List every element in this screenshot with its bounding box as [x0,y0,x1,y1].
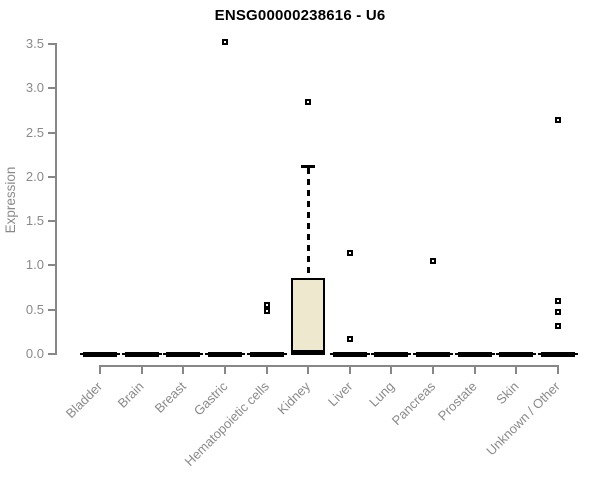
x-category-label: Breast [151,378,189,416]
outlier-point [555,309,561,316]
outlier-point [346,335,353,342]
x-category-label: Lung [365,378,397,410]
x-category-label: Gastric [190,378,231,419]
box [291,277,326,354]
whisker-cap [301,164,316,168]
y-tick [48,43,56,45]
x-tick [432,365,435,374]
y-tick [48,131,56,134]
x-category-label: Kidney [274,378,314,418]
y-tick-label: 0.0 [25,346,44,361]
y-tick-label: 1.5 [25,213,44,229]
y-tick-label: 0.5 [25,301,44,317]
x-category-label: Bladder [62,378,106,421]
median-line [541,351,575,357]
y-tick-label: 3.0 [25,80,44,96]
outlier-point [555,297,561,304]
median-line [83,351,117,357]
x-category-label: Liver [324,378,356,410]
median-line [374,351,409,357]
x-category-label: Unknown / Other [483,378,564,459]
outlier-point [305,99,312,106]
chart-title: ENSG00000238616 - U6 [214,7,386,24]
median-line [207,351,242,357]
x-category-label: Pancreas [388,378,439,429]
x-tick [307,365,310,374]
y-axis-title: Expression [3,166,18,234]
x-category-label: Skin [493,378,522,408]
median-line [332,351,367,357]
y-axis-line [55,43,57,355]
y-tick-label: 3.5 [25,36,44,51]
outlier-point [263,307,270,314]
x-tick [265,365,268,374]
y-tick [48,175,56,178]
x-tick [99,365,101,374]
median-line [499,351,534,357]
x-category-label: Prostate [435,378,481,424]
x-axis-line [99,365,559,367]
y-tick [48,353,56,355]
median-line [166,351,201,357]
y-tick-label: 2.5 [25,124,44,140]
x-tick [140,365,143,374]
y-tick [48,87,56,90]
x-tick [348,365,351,374]
x-category-label: Brain [114,378,147,411]
outlier-point [263,302,270,309]
median-line [249,351,284,357]
x-tick [223,365,226,374]
whisker-line [306,167,310,278]
x-tick [515,365,518,374]
x-tick [182,365,185,374]
x-tick [473,365,476,374]
y-tick [48,308,56,311]
median-line [291,349,326,355]
y-tick-label: 1.0 [25,257,44,273]
median-line [124,351,159,357]
outlier-point [221,39,228,46]
y-tick-label: 2.0 [25,168,44,184]
x-tick [390,365,393,374]
outlier-point [555,117,561,124]
median-line [416,351,451,357]
median-line [457,351,492,357]
x-tick [557,365,559,374]
outlier-point [430,258,437,264]
outlier-point [555,322,561,329]
y-tick [48,220,56,223]
outlier-point [346,250,353,257]
y-tick [48,264,56,267]
